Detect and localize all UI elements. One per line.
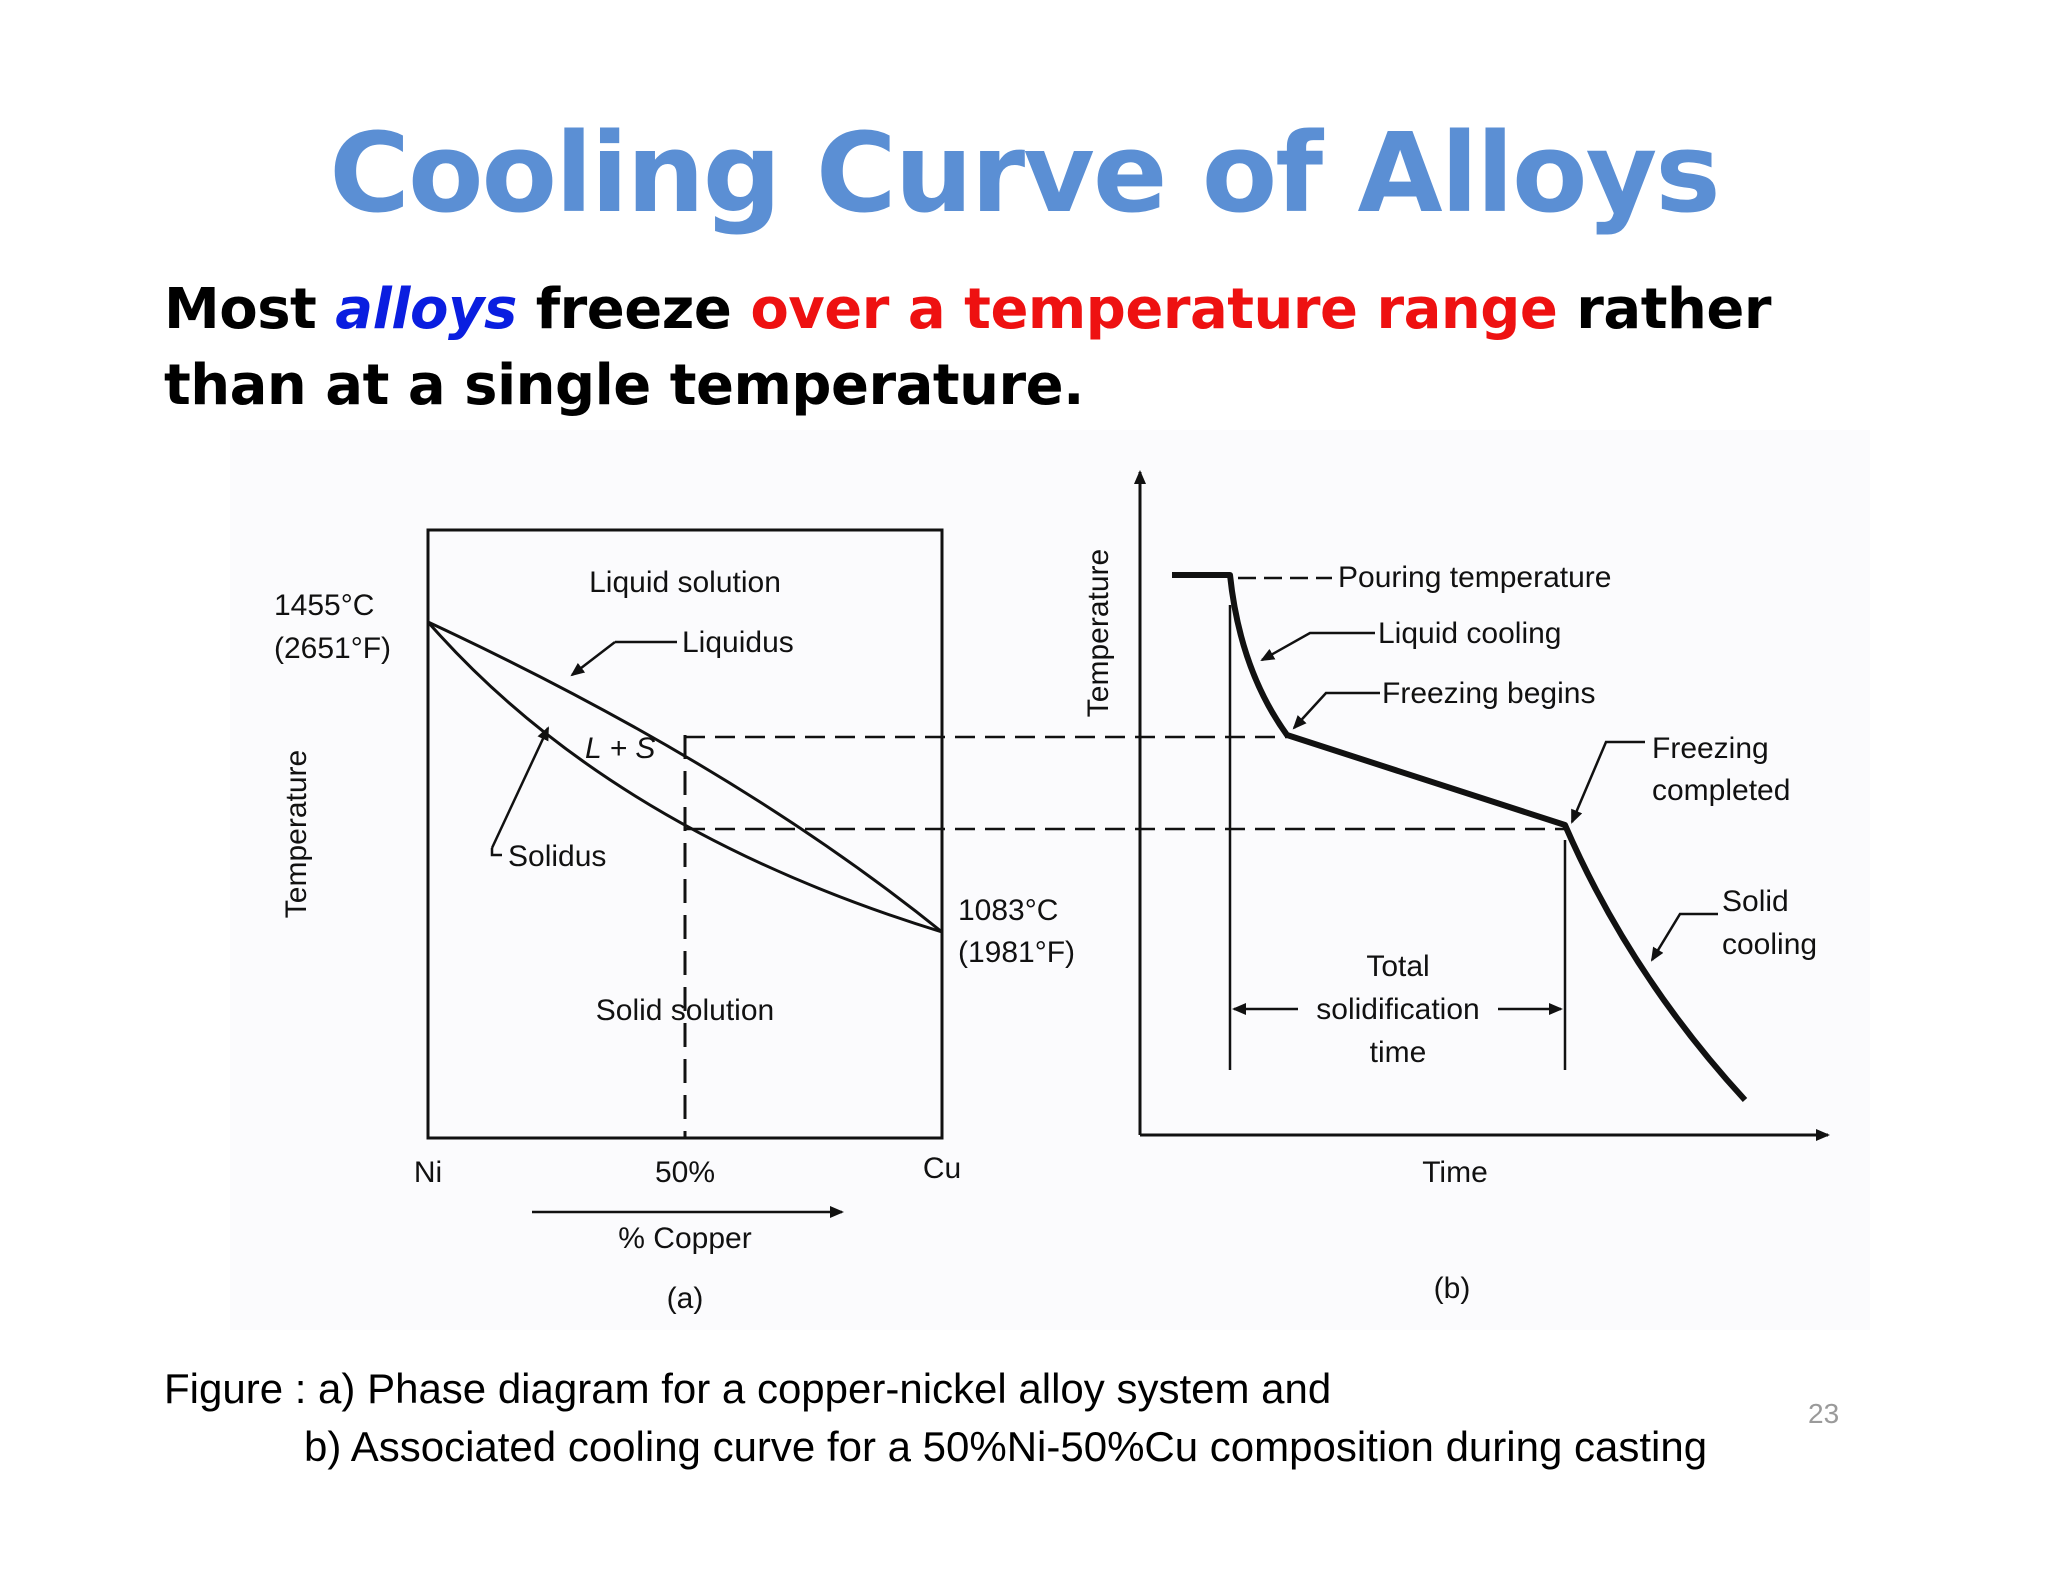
slide-title: Cooling Curve of Alloys — [329, 109, 1721, 237]
total-time-label-2: solidification — [1316, 993, 1479, 1026]
phase-y-axis-label: Temperature — [280, 750, 313, 918]
tick-cu: Cu — [923, 1152, 961, 1185]
freezing-begins-label: Freezing begins — [1382, 677, 1595, 710]
solidus-line — [426, 621, 943, 934]
panel-a-label: (a) — [667, 1282, 704, 1315]
liquid-cooling-label: Liquid cooling — [1378, 617, 1561, 650]
ni-melting-point-c: 1455°C — [274, 589, 374, 622]
lead-part-3: rather than at a single temperature. — [164, 277, 1771, 418]
tick-ni: Ni — [414, 1156, 442, 1189]
caption-line-2: b) Associated cooling curve for a 50%Ni-… — [304, 1423, 1708, 1470]
solid-cooling-label-1: Solid — [1722, 885, 1789, 918]
lead-part-2: freeze — [516, 277, 751, 342]
cooling-curve-diagram: Temperature Time (b) Pouring temperature… — [685, 470, 1830, 1305]
freezing-begins-leader — [1292, 691, 1380, 730]
liquidus-line — [427, 620, 943, 934]
total-time-label-1: Total — [1366, 950, 1429, 983]
liquidus-label: Liquidus — [682, 626, 794, 659]
figure-caption: Figure : a) Phase diagram for a copper-n… — [164, 1360, 1707, 1476]
lead-text: Most alloys freeze over a temperature ra… — [164, 272, 1924, 424]
cooling-x-axis-label: Time — [1422, 1156, 1488, 1189]
cu-melting-point-f: (1981°F) — [958, 936, 1075, 969]
lead-alloys: alloys — [335, 277, 517, 342]
cooling-y-axis-label: Temperature — [1082, 549, 1115, 717]
phase-diagram: Liquid solution Liquidus L + S Solidus S… — [274, 528, 1075, 1315]
freezing-completed-label-2: completed — [1652, 774, 1790, 807]
tick-50-percent: 50% — [655, 1156, 715, 1189]
cu-melting-point-c: 1083°C — [958, 894, 1058, 927]
liquid-solution-label: Liquid solution — [589, 566, 781, 599]
lead-part-1: Most — [164, 277, 336, 342]
freezing-completed-leader — [1570, 740, 1645, 824]
solid-solution-label: Solid solution — [596, 994, 774, 1027]
liquidus-arrow — [570, 641, 616, 677]
pouring-temperature-label: Pouring temperature — [1338, 561, 1612, 594]
solid-cooling-label-2: cooling — [1722, 928, 1817, 961]
panel-b-label: (b) — [1434, 1272, 1471, 1305]
lead-temperature-range: over a temperature range — [750, 277, 1558, 342]
caption-line-1: Figure : a) Phase diagram for a copper-n… — [164, 1365, 1332, 1412]
cooling-curve — [1172, 572, 1748, 1103]
solidus-pointer — [490, 848, 502, 857]
solid-cooling-leader — [1650, 912, 1718, 962]
liquid-cooling-leader — [1260, 631, 1375, 662]
solidus-label: Solidus — [508, 840, 606, 873]
page-number: 23 — [1808, 1398, 1840, 1429]
copper-axis-label: % Copper — [618, 1222, 751, 1255]
figure-svg: Liquid solution Liquidus L + S Solidus S… — [274, 470, 1830, 1315]
total-time-label-3: time — [1370, 1036, 1427, 1069]
two-phase-label: L + S — [585, 732, 655, 765]
freezing-completed-label-1: Freezing — [1652, 732, 1769, 765]
ni-melting-point-f: (2651°F) — [274, 632, 391, 665]
solidus-arrow — [490, 726, 550, 849]
figure: Liquid solution Liquidus L + S Solidus S… — [230, 430, 1870, 1330]
